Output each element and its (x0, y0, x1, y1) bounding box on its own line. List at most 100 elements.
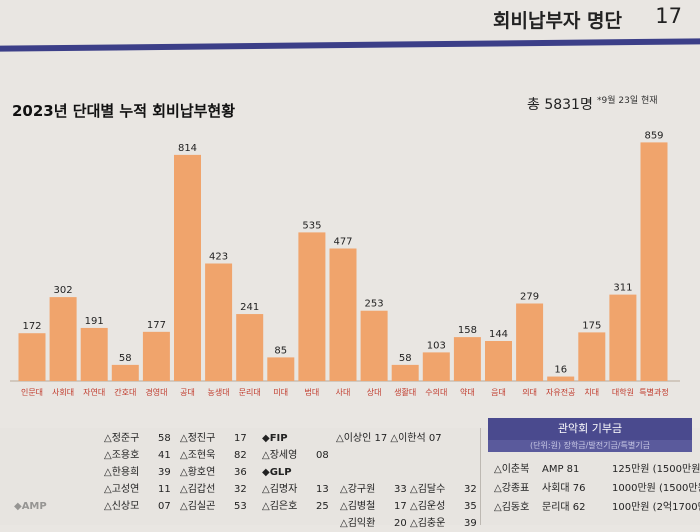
bar-value-label: 311 (613, 283, 632, 294)
bar (360, 310, 388, 381)
member-name: △김명자 (262, 484, 298, 495)
list-column-3: △정진구 17 △조현욱 82 △황호연 36 △김갑선 32 △김실곤 53 (180, 430, 247, 515)
bar (485, 341, 512, 381)
member-class-year: 20 (394, 518, 407, 529)
member-class-year: 13 (316, 484, 329, 495)
list-item: △장세영 08 (262, 447, 442, 464)
member-class-year: 82 (234, 450, 247, 461)
category-label: 수의대 (425, 387, 447, 397)
category-label: 치대 (584, 388, 599, 397)
category-label: 특별과정 (639, 387, 668, 397)
member-class-year: 33 (394, 484, 407, 495)
member-name: △정준구 (104, 433, 140, 444)
list-column-glp-c: △김달수 32 △김운성 35 △김충운 39 (410, 481, 477, 532)
page-section-title: 회비납부자 명단 (493, 10, 622, 32)
member-name: △장세영 (262, 450, 298, 461)
list-item: △김실곤 53 (180, 498, 247, 515)
list-item: △신상모 07 (104, 498, 171, 515)
member-name: △조용호 (104, 450, 140, 461)
member-class-year: 39 (464, 518, 477, 529)
bar (236, 314, 264, 381)
list-item: △김달수 32 (410, 481, 477, 498)
bar-value-label: 85 (274, 345, 287, 356)
chart-title: 2023년 단대별 누적 회비납부현황 (12, 102, 236, 120)
list-item: △김운성 35 (410, 498, 477, 515)
donation-title: 관악회 기부금 (488, 418, 692, 440)
bar-value-label: 58 (119, 353, 132, 364)
bar-value-label: 279 (520, 292, 539, 303)
group-label (14, 430, 47, 447)
member-name: △김병철 (340, 501, 376, 512)
bar-value-label: 177 (147, 320, 166, 331)
list-item: △한용희 39 (104, 464, 171, 481)
bar (516, 303, 544, 381)
list-column-glp-b: △강구원 33 △김병철 17 △김익환 20 (340, 481, 407, 532)
member-name: △김익환 (340, 518, 376, 529)
donation-box: 관악회 기부금 (단위:원) 장학금/발전기금/특별기금 △이춘복 AMP 81 1… (488, 418, 700, 515)
bar-value-label: 172 (22, 321, 41, 332)
header-rule (0, 38, 700, 52)
list-column-2: △정준구 58 △조용호 41 △한용희 39 △고성연 11 △신상모 07 (104, 430, 171, 515)
donation-subtitle: (단위:원) 장학금/발전기금/특별기금 (488, 440, 692, 452)
fip-header-row: ◆FIP △이상인 17 △이한석 07 (262, 430, 442, 447)
member-name: △신상모 (104, 501, 140, 512)
group-label (14, 464, 47, 481)
member-name: △조현욱 (180, 450, 216, 461)
member-name: △고성연 (104, 484, 140, 495)
list-item: △조현욱 82 (180, 447, 247, 464)
category-label: 문리대 (239, 388, 261, 397)
bar (329, 248, 357, 381)
bar (640, 142, 668, 381)
donation-amount: 1000만원 (1500만원) (612, 483, 700, 494)
category-label: 법대 (305, 387, 320, 397)
page-number: 17 (655, 4, 682, 28)
donor-name: △이춘복 (494, 464, 530, 475)
bar (578, 332, 606, 381)
member-name: △김은호 (262, 501, 298, 512)
donor-dept: AMP 81 (542, 464, 580, 475)
donor-dept: 사회대 76 (542, 483, 586, 494)
category-label: 인문대 (21, 387, 43, 397)
donation-amount: 125만원 (1500만원) (612, 464, 700, 475)
bar-value-label: 477 (333, 237, 352, 248)
member-class-year: 17 (234, 433, 247, 444)
bar (174, 154, 201, 381)
donor-name: △강종표 (494, 483, 530, 494)
list-item: △김익환 20 (340, 515, 407, 532)
category-label: 간호대 (114, 387, 136, 397)
category-label: 미대 (273, 388, 288, 397)
bar-value-label: 302 (54, 285, 73, 296)
category-label: 약대 (460, 387, 475, 397)
member-class-year: 32 (234, 484, 247, 495)
category-label: 의대 (522, 387, 537, 397)
bar-chart: 172 인문대 302 사회대 191 자연대 58 간호대 177 경영대 814 공대 423 농생대… (10, 130, 680, 397)
donor-name: △김동호 (494, 502, 530, 513)
category-label: 농생대 (208, 387, 230, 397)
bar (18, 333, 46, 381)
list-item: △강구원 33 (340, 481, 407, 498)
member-class-year: 36 (234, 467, 247, 478)
donation-amount: 100만원 (2억1700만원) (612, 502, 700, 513)
bar-value-label: 859 (644, 130, 663, 141)
category-label: 자유전공 (546, 387, 575, 397)
bar-value-label: 58 (399, 353, 412, 364)
bar-value-label: 158 (458, 325, 477, 336)
category-label: 상대 (367, 387, 382, 397)
member-name: △김갑선 (180, 484, 216, 495)
group-label (14, 447, 47, 464)
member-name: △김운성 (410, 501, 446, 512)
bar-value-label: 814 (178, 143, 197, 154)
bar (609, 294, 637, 381)
donation-row: △이춘복 AMP 81 125만원 (1500만원) (494, 460, 700, 476)
bar-value-label: 175 (582, 320, 601, 331)
category-label: 음대 (491, 388, 506, 397)
bar (298, 232, 326, 381)
category-label: 사대 (336, 388, 351, 397)
member-class-year: 32 (464, 484, 477, 495)
member-class-year: 53 (234, 501, 247, 512)
bar (453, 337, 481, 381)
member-class-year: 58 (158, 433, 171, 444)
bar (80, 327, 108, 381)
member-name: △강구원 (340, 484, 376, 495)
chart-date-note: *9월 23일 현재 (597, 96, 658, 106)
